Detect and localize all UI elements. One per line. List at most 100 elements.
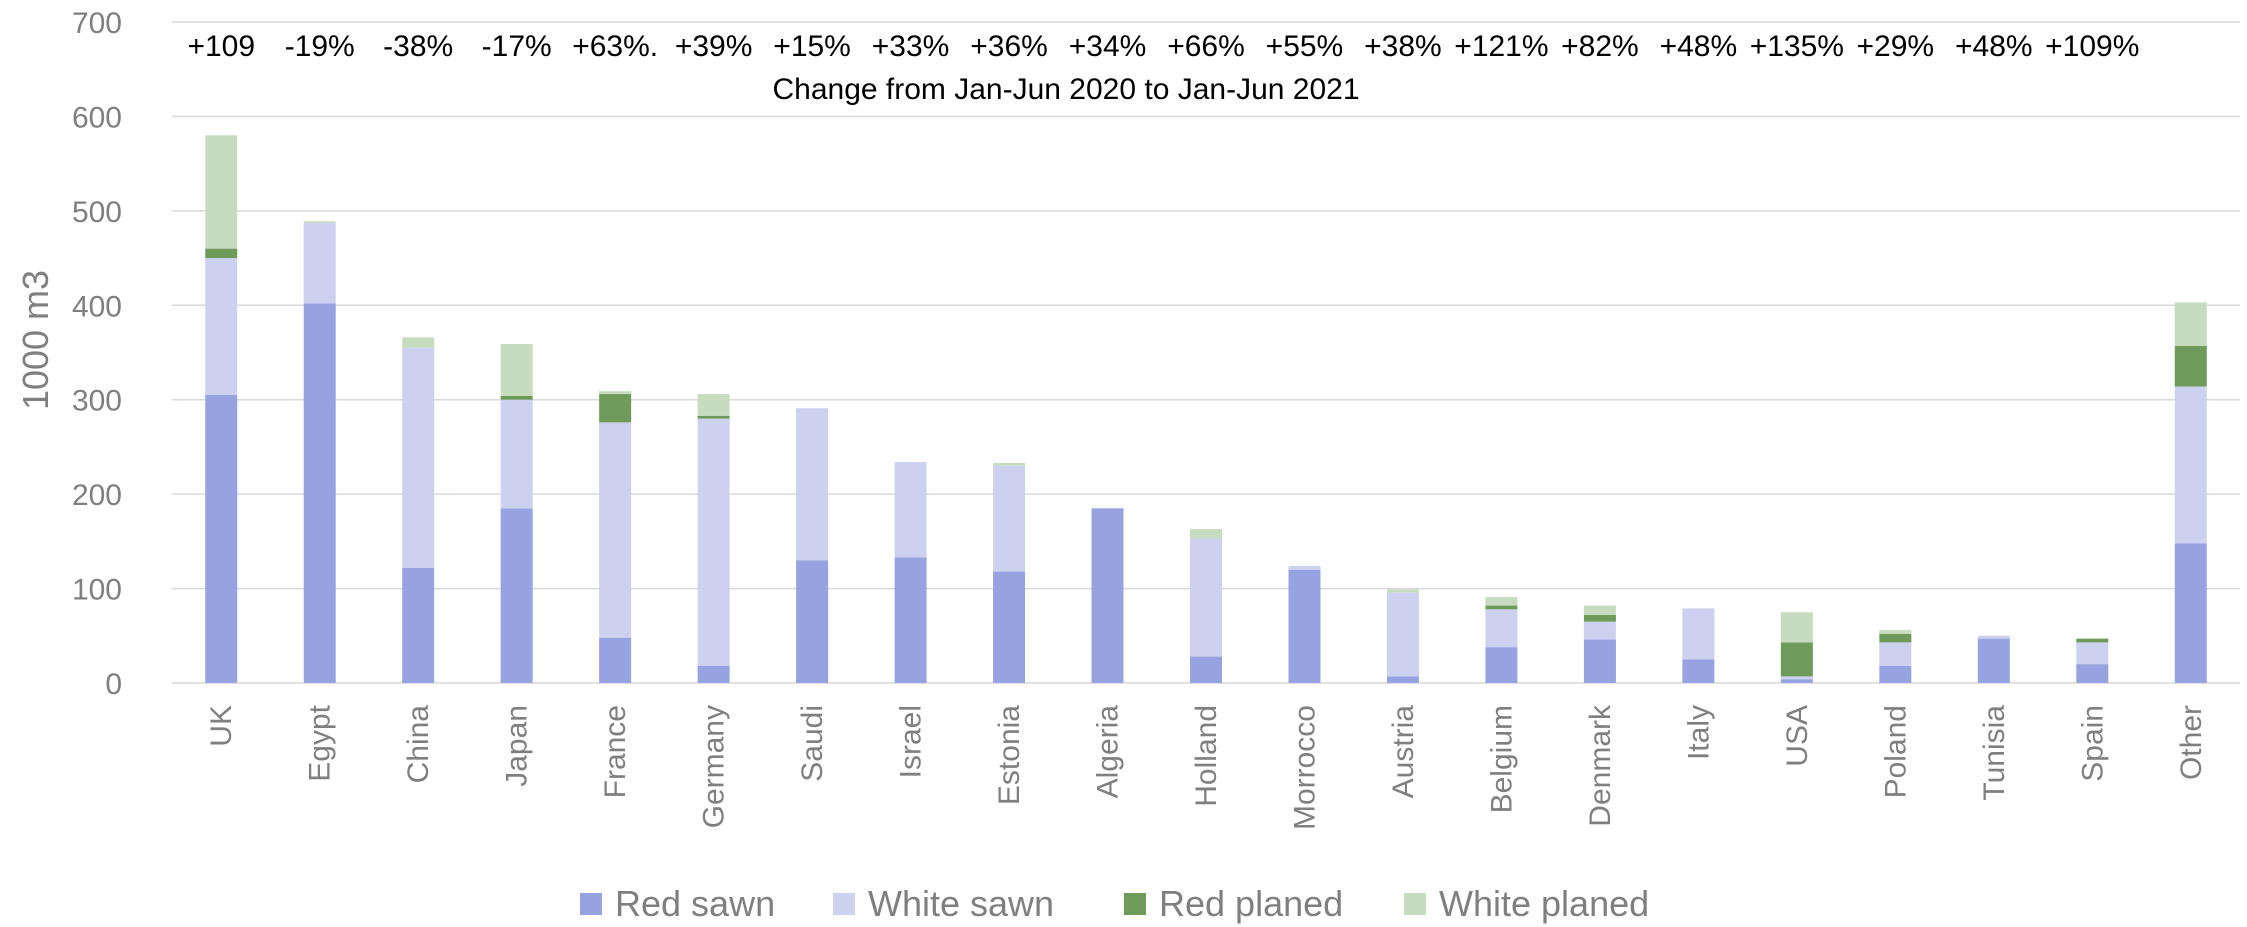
bar-segment bbox=[697, 666, 730, 683]
bar-segment bbox=[1485, 609, 1518, 648]
legend-label: Red sawn bbox=[615, 883, 775, 924]
x-tick-label: Poland bbox=[1879, 705, 1912, 798]
change-label: -19% bbox=[285, 30, 355, 63]
bar-segment bbox=[993, 571, 1026, 683]
change-label: +66% bbox=[1167, 30, 1245, 63]
change-label: +109% bbox=[2045, 30, 2139, 63]
bar-segment bbox=[1485, 605, 1518, 610]
bar-segment bbox=[1583, 621, 1616, 640]
bar-segment bbox=[1288, 569, 1321, 683]
change-label: +33% bbox=[872, 30, 950, 63]
change-label: +82% bbox=[1561, 30, 1639, 63]
bar-segment bbox=[894, 462, 927, 558]
bar-segment bbox=[2076, 664, 2109, 683]
bar-segment bbox=[2174, 543, 2207, 683]
x-tick-label: Tunisia bbox=[1978, 705, 2011, 801]
bar-segment bbox=[500, 344, 533, 396]
bar-segment bbox=[205, 135, 238, 249]
legend-item: Red planed bbox=[1124, 883, 1343, 924]
bar-segment bbox=[402, 347, 435, 568]
x-tick-label: Holland bbox=[1190, 705, 1223, 807]
bar-segment bbox=[599, 637, 632, 683]
bar-segment bbox=[1583, 639, 1616, 683]
legend-label: White sawn bbox=[868, 883, 1054, 924]
bar-segment bbox=[599, 394, 632, 423]
y-tick-label: 700 bbox=[72, 7, 122, 40]
bar-segment bbox=[205, 248, 238, 259]
bar-segment bbox=[993, 462, 1026, 466]
bar-segment bbox=[1485, 647, 1518, 683]
x-tick-label: Morrocco bbox=[1288, 705, 1321, 830]
change-label: +34% bbox=[1069, 30, 1147, 63]
bar-segment bbox=[1977, 635, 2010, 639]
bar-segment bbox=[500, 508, 533, 683]
bar-segment bbox=[205, 258, 238, 395]
bar-segment bbox=[2076, 642, 2109, 665]
y-axis-ticks: 0 100 200 300 400 500 600 700 bbox=[72, 7, 122, 701]
bar-segment bbox=[993, 465, 1026, 572]
change-annotation: Change from Jan-Jun 2020 to Jan-Jun 2021 bbox=[772, 73, 1359, 106]
bar-segment bbox=[1190, 529, 1222, 539]
bar-segment bbox=[2174, 386, 2207, 544]
x-tick-label: Austria bbox=[1387, 705, 1420, 799]
change-label: +109 bbox=[187, 30, 255, 63]
bar-segment bbox=[1485, 597, 1518, 606]
change-label: +48% bbox=[1660, 30, 1738, 63]
change-label: +15% bbox=[773, 30, 851, 63]
bar-segment bbox=[1583, 605, 1616, 616]
x-tick-label: Japan bbox=[501, 705, 534, 787]
legend-label: Red planed bbox=[1159, 883, 1343, 924]
legend-label: White planed bbox=[1439, 883, 1649, 924]
bar-segment bbox=[1879, 633, 1912, 643]
x-tick-label: Saudi bbox=[796, 705, 829, 782]
bar-segment bbox=[1386, 589, 1419, 593]
bar-segment bbox=[1386, 676, 1419, 683]
bar-segment bbox=[1879, 666, 1912, 683]
change-label: +121% bbox=[1454, 30, 1548, 63]
bar-segment bbox=[1780, 612, 1813, 643]
bar-segment bbox=[1682, 608, 1715, 660]
legend-swatch bbox=[580, 893, 602, 915]
change-label: +38% bbox=[1364, 30, 1442, 63]
y-tick-label: 300 bbox=[72, 385, 122, 418]
change-label: -17% bbox=[482, 30, 552, 63]
x-tick-label: Egypt bbox=[304, 704, 337, 781]
bar-segment bbox=[697, 418, 730, 667]
bar-segment bbox=[500, 399, 533, 509]
bar-segment bbox=[697, 394, 730, 416]
bar-segment bbox=[796, 560, 829, 683]
change-label: +55% bbox=[1266, 30, 1344, 63]
bar-segment bbox=[2076, 638, 2109, 643]
x-tick-label: Estonia bbox=[993, 705, 1026, 805]
x-tick-label: Israel bbox=[895, 705, 928, 778]
bar-segment bbox=[1386, 592, 1419, 677]
x-tick-label: China bbox=[402, 705, 435, 784]
x-tick-label: France bbox=[599, 705, 632, 798]
bar-segment bbox=[599, 422, 632, 638]
x-tick-label: Spain bbox=[2076, 705, 2109, 782]
bar-segment bbox=[2174, 302, 2207, 346]
bar-segment bbox=[1190, 656, 1222, 683]
bar-segment bbox=[599, 391, 632, 395]
legend-item: White planed bbox=[1404, 883, 1649, 924]
change-label: +135% bbox=[1750, 30, 1844, 63]
y-tick-label: 100 bbox=[72, 574, 122, 607]
y-tick-label: 0 bbox=[105, 668, 122, 701]
bar-segment bbox=[2174, 345, 2207, 387]
legend-swatch bbox=[833, 893, 855, 915]
x-tick-label: Germany bbox=[698, 705, 731, 828]
y-tick-label: 500 bbox=[72, 196, 122, 229]
bar-segment bbox=[1682, 659, 1715, 683]
change-label: +29% bbox=[1857, 30, 1935, 63]
y-tick-label: 400 bbox=[72, 290, 122, 323]
bar-segment bbox=[1780, 679, 1813, 683]
bar-segment bbox=[1780, 642, 1813, 677]
bar-segment bbox=[303, 223, 336, 304]
x-axis-ticks: UK Egypt China Japan France Germany Saudi Israe… bbox=[205, 704, 2208, 830]
x-tick-label: Denmark bbox=[1584, 704, 1617, 827]
change-labels: +109 -19% -38% -17% +63%. +39% +15% +33% +36% +34… bbox=[187, 30, 2139, 63]
change-label: -38% bbox=[383, 30, 453, 63]
bar-segment bbox=[894, 557, 927, 683]
bar-segment bbox=[1091, 508, 1124, 683]
legend-swatch bbox=[1124, 893, 1146, 915]
